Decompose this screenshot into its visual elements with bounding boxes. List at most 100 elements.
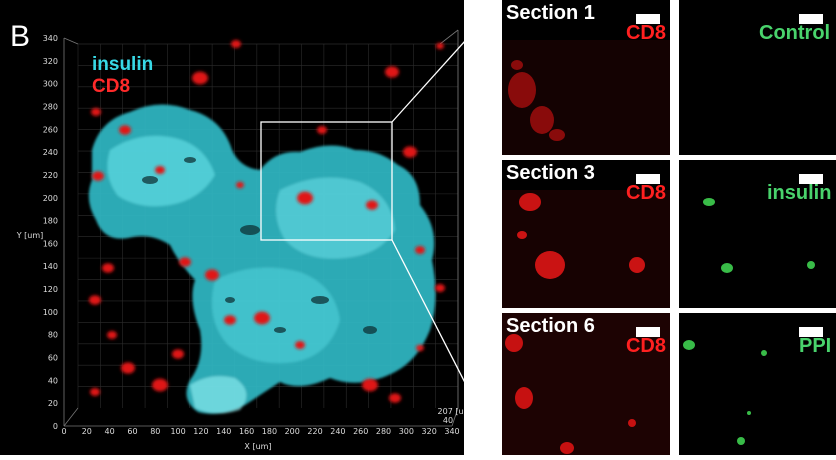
x-tick-label: 220 xyxy=(307,427,322,436)
x-tick-label: 60 xyxy=(127,427,137,436)
volume-render-panel: 20 40 60 80 100 120 140 160 180 200 220 240 260 280 30… xyxy=(0,0,475,455)
volume-render: 20 40 60 80 100 120 140 160 180 200 220 240 260 280 30… xyxy=(15,29,475,451)
y-tick-label: 280 xyxy=(43,102,58,111)
cd8-cell xyxy=(179,257,191,267)
y-axis-ticks: 20 40 60 80 100 120 140 160 180 200 220 240 260 280 30… xyxy=(43,34,58,431)
legend-insulin: insulin xyxy=(92,54,154,75)
section-3-cd8-panel: Section 3 CD8 xyxy=(502,160,670,308)
cd8-cell xyxy=(205,269,219,281)
cd8-cell xyxy=(192,71,208,85)
cd8-cell xyxy=(152,378,168,392)
cd8-cell xyxy=(297,191,313,205)
cd8-cell xyxy=(119,125,131,135)
cd8-cell xyxy=(121,362,135,374)
cd8-cell xyxy=(389,393,401,403)
x-axis-ticks: 20 40 60 80 100 120 140 160 180 200 220 240 260 280 30… xyxy=(82,427,460,436)
y-tick-label: 340 xyxy=(43,34,58,43)
y-axis-label: Y [um] xyxy=(16,231,44,240)
cd8-cell xyxy=(155,166,165,174)
cd8-cell xyxy=(102,263,114,273)
cd8-cell xyxy=(231,40,241,48)
x-tick-label: 20 xyxy=(82,427,92,436)
cd8-cell xyxy=(295,341,305,349)
section-3-cd8-label: CD8 xyxy=(625,182,666,204)
x-tick-label: 120 xyxy=(193,427,208,436)
cd8-cell xyxy=(91,108,101,116)
section-1-control-panel: Control xyxy=(679,0,836,155)
scale-bar xyxy=(636,327,660,337)
cd8-cell xyxy=(415,246,425,254)
section-6-title: Section 6 xyxy=(506,315,595,337)
cd8-cell xyxy=(416,344,424,352)
section-6-ppi-panel: PPI xyxy=(679,313,836,455)
y-tick-label: 260 xyxy=(43,125,58,134)
x-tick-label: 180 xyxy=(262,427,277,436)
x-tick-label: 100 xyxy=(170,427,185,436)
x-tick-label: 280 xyxy=(376,427,391,436)
y-tick-label: 320 xyxy=(43,57,58,66)
x-tick-label: 260 xyxy=(353,427,368,436)
section-3-title: Section 3 xyxy=(506,162,595,184)
y-tick-label: 300 xyxy=(43,80,58,89)
y-tick-label: 160 xyxy=(43,239,58,248)
cd8-cell xyxy=(366,200,378,210)
z-axis-label: 207 [um] xyxy=(438,407,464,416)
section-1-control-label: Control xyxy=(759,22,831,44)
section-3-insulin-label: insulin xyxy=(767,182,832,204)
cd8-cell xyxy=(224,315,236,325)
cd8-cell xyxy=(362,378,378,392)
section-6-ppi-label: PPI xyxy=(799,335,832,357)
cd8-cell xyxy=(90,388,100,396)
scale-bar xyxy=(799,14,823,24)
y-tick-label: 120 xyxy=(43,285,58,294)
section-1-cd8-panel: Section 1 CD8 xyxy=(502,0,670,155)
y-tick-label: 180 xyxy=(43,217,58,226)
y-tick-origin: 0 xyxy=(53,422,58,431)
x-tick-label: 80 xyxy=(150,427,160,436)
cd8-cell xyxy=(107,331,117,339)
section-1-title: Section 1 xyxy=(506,2,595,24)
x-tick-origin: 0 xyxy=(61,427,66,436)
section-1-cd8-label: CD8 xyxy=(625,22,666,44)
cd8-cell xyxy=(172,349,184,359)
section-3-insulin-image xyxy=(703,198,815,273)
cd8-cell xyxy=(236,181,244,189)
x-tick-label: 300 xyxy=(399,427,414,436)
cd8-cell xyxy=(92,171,104,181)
cd8-signal xyxy=(89,40,445,403)
x-tick-label: 160 xyxy=(239,427,254,436)
y-tick-label: 40 xyxy=(48,376,58,385)
x-tick-label: 240 xyxy=(330,427,345,436)
section-6-cd8-label: CD8 xyxy=(625,335,666,357)
cd8-cell xyxy=(435,284,445,292)
x-axis-label: X [um] xyxy=(244,442,271,451)
cd8-cell xyxy=(403,146,417,158)
section-6-cd8-panel: Section 6 CD8 xyxy=(502,313,670,455)
scale-bar xyxy=(799,174,823,184)
section-6-ppi-image xyxy=(683,340,767,445)
y-tick-label: 220 xyxy=(43,171,58,180)
y-tick-label: 80 xyxy=(48,331,58,340)
y-tick-label: 140 xyxy=(43,262,58,271)
y-tick-label: 60 xyxy=(48,354,58,363)
section-3-cd8-image xyxy=(502,190,670,308)
x-tick-label: 340 xyxy=(444,427,459,436)
cd8-cell xyxy=(385,66,399,78)
section-3-insulin-panel: insulin xyxy=(679,160,836,308)
scale-bar xyxy=(636,14,660,24)
cd8-cell xyxy=(436,42,444,50)
y-tick-label: 100 xyxy=(43,308,58,317)
panel-letter: B xyxy=(10,20,31,53)
x-tick-label: 140 xyxy=(216,427,231,436)
x-tick-label: 320 xyxy=(422,427,437,436)
y-tick-label: 200 xyxy=(43,194,58,203)
scale-bar xyxy=(799,327,823,337)
y-tick-label: 20 xyxy=(48,399,58,408)
x-tick-label: 40 xyxy=(105,427,115,436)
cd8-cell xyxy=(254,311,270,325)
y-tick-label: 240 xyxy=(43,148,58,157)
cd8-cell xyxy=(89,295,101,305)
x-tick-label: 200 xyxy=(285,427,300,436)
scale-bar xyxy=(636,174,660,184)
